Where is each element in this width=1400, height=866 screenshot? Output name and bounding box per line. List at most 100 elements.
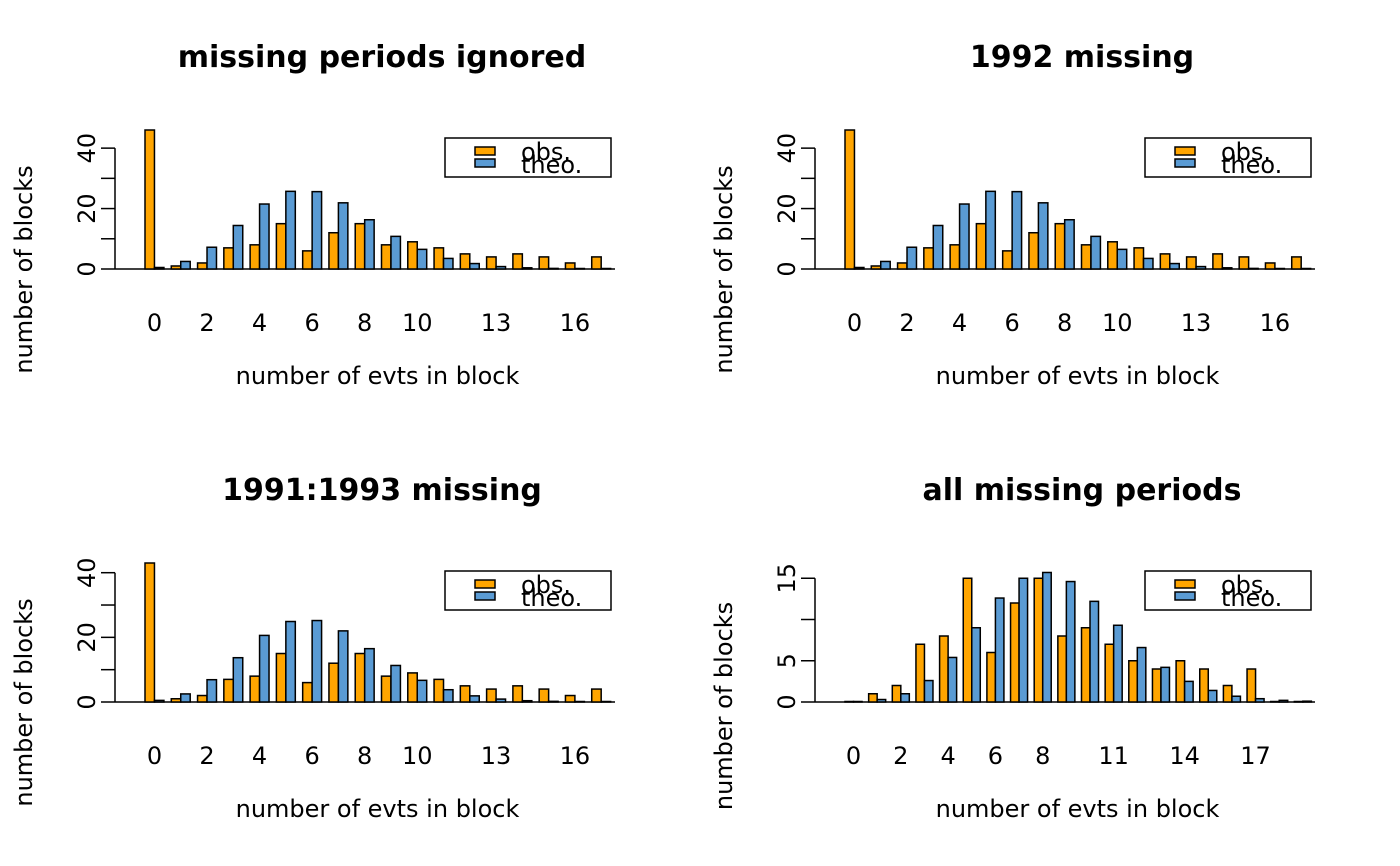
obs-bar-10 [1107,241,1118,270]
obs-bar-8 [1033,577,1044,703]
legend-theo-key [474,591,496,601]
y-tick-label: 0 [73,261,101,276]
y-tick-label: 20 [773,193,801,224]
obs-bar-16 [564,262,576,270]
obs-bar-15 [538,256,550,270]
x-tick-label: 2 [899,309,914,337]
x-tick-label: 14 [1169,742,1200,770]
theo-bar-16 [574,700,586,703]
obs-bar-14 [1175,660,1186,703]
obs-bar-16 [564,694,576,703]
theo-bar-9 [390,235,402,270]
y-tick-label: 5 [773,653,801,668]
legend-obs-label: obs. [1221,571,1271,599]
obs-bar-17 [590,688,602,703]
theo-bar-6 [311,619,323,703]
legend-theo-label: theo. [1221,584,1282,612]
theo-bar-14 [521,267,533,270]
y-tick-label: 0 [773,694,801,709]
x-tick-label: 2 [893,742,908,770]
y-axis-label: number of blocks [710,165,738,373]
theo-bar-17 [1254,697,1265,703]
y-tick-label: 0 [73,694,101,709]
theo-bar-16 [1274,267,1286,270]
theo-bar-7 [337,630,349,703]
theo-bar-17 [600,267,612,270]
theo-bar-13 [1195,265,1207,270]
legend-box [444,570,612,611]
obs-bar-14 [512,253,524,270]
theo-bar-13 [1160,666,1171,703]
obs-bar-6 [301,250,313,270]
obs-bar-6 [986,651,997,703]
x-tick-label: 0 [847,309,862,337]
x-tick-label: 4 [952,309,967,337]
theo-bar-15 [547,700,559,703]
chart-title: all missing periods [923,473,1242,508]
theo-bar-13 [495,265,507,270]
x-tick-label: 13 [1181,309,1212,337]
obs-bar-12 [459,685,471,703]
x-tick-label: 6 [304,742,319,770]
x-tick-label: 0 [846,742,861,770]
obs-bar-2 [891,684,902,703]
y-axis-label: number of blocks [10,598,38,806]
x-tick-label: 4 [940,742,955,770]
obs-bar-4 [938,635,949,703]
obs-bar-10 [1080,627,1091,703]
theo-bar-1 [879,260,891,270]
legend-theo-key [1174,591,1196,601]
theo-bar-6 [994,597,1005,703]
y-tick-label: 40 [773,133,801,164]
theo-bar-4 [947,656,958,703]
legend-theo-label: theo. [521,584,582,612]
obs-bar-5 [275,222,287,270]
legend-theo-label: theo. [521,151,582,179]
obs-bar-9 [1080,244,1092,270]
theo-bar-13 [495,698,507,703]
theo-bar-16 [1231,695,1242,703]
obs-bar-4 [949,244,961,270]
obs-bar-8 [1054,222,1066,270]
chart-title: missing periods ignored [178,40,586,75]
x-tick-label: 13 [481,309,512,337]
obs-bar-7 [328,662,340,703]
x-tick-label: 17 [1240,742,1271,770]
theo-bar-4 [958,203,970,270]
legend-obs-key [1174,146,1196,156]
obs-bar-10 [407,672,418,703]
legend-obs-label: obs. [1221,138,1271,166]
obs-bar-11 [433,678,445,703]
theo-bar-1 [876,698,887,703]
theo-bar-0 [853,266,865,270]
obs-bar-9 [380,675,392,703]
legend-obs-key [474,146,496,156]
obs-bar-1 [870,265,882,270]
theo-bar-8 [1063,219,1075,270]
obs-bar-3 [223,247,235,270]
theo-bar-11 [442,257,454,270]
theo-bar-4 [258,203,270,270]
theo-bar-3 [232,224,244,270]
y-tick-label: 20 [73,622,101,653]
legend-box [1144,137,1312,178]
legend-box [444,137,612,178]
theo-bar-12 [1136,646,1147,703]
theo-bar-0 [153,699,165,703]
x-tick-label: 16 [560,309,591,337]
theo-bar-2 [206,678,218,703]
theo-bar-2 [906,246,918,270]
x-tick-label: 0 [147,309,162,337]
obs-bar-1 [170,265,182,270]
theo-bar-14 [1221,267,1233,270]
theo-bar-8 [363,219,375,270]
obs-bar-14 [1212,253,1224,270]
theo-bar-11 [1112,624,1123,703]
obs-bar-5 [975,222,987,270]
chart-panel-1: missing periods ignored number of blocks n… [10,40,615,390]
obs-bar-15 [1199,668,1210,703]
y-tick-label: 15 [773,563,801,594]
obs-bar-1 [867,693,878,703]
obs-bar-11 [433,247,445,270]
legend-obs-key [474,579,496,589]
